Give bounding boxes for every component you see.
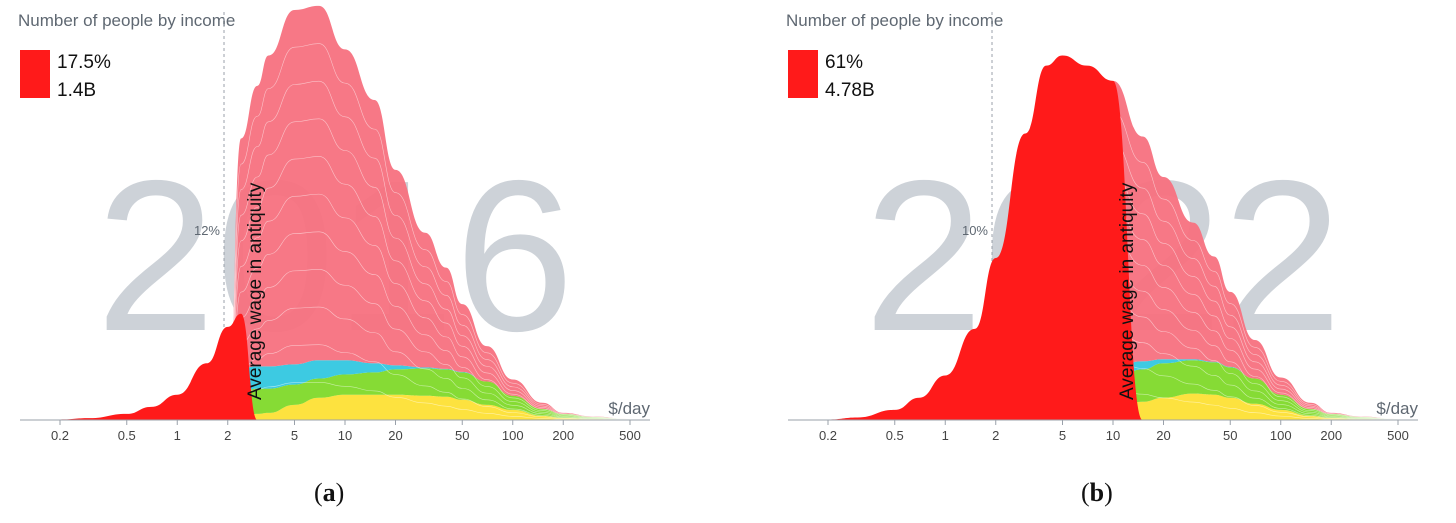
x-tick-label: 100 [502,428,524,443]
series-asia-area [60,5,630,420]
x-tick-label: 0.2 [51,428,69,443]
antiquity-label: Average wage in antiquity [1117,182,1138,400]
panel-a-chart: 2016Number of people by income12%Average… [18,5,650,443]
x-tick-label: 500 [619,428,641,443]
x-axis-label: $/day [1376,399,1418,418]
series-america-area [60,368,630,420]
x-tick-label: 20 [388,428,402,443]
panel-a-caption: (a) [314,478,345,507]
panel-b-chart: 2022Number of people by income10%Average… [786,11,1418,443]
panel-a-caption-letter: a [322,478,336,507]
x-tick-label: 2 [992,428,999,443]
x-axis-label: $/day [608,399,650,418]
x-tick-label: 100 [1270,428,1292,443]
x-tick-label: 5 [291,428,298,443]
x-tick-label: 10 [1106,428,1120,443]
chart-title: Number of people by income [786,11,1003,30]
antiquity-label: Average wage in antiquity [245,182,266,400]
series-europe-area [60,394,630,420]
panel-b-caption-letter: b [1089,478,1105,507]
x-tick-label: 0.5 [118,428,136,443]
panel-b-caption: (b) [1081,478,1113,507]
x-tick-label: 1 [942,428,949,443]
chart-title: Number of people by income [18,11,235,30]
x-tick-label: 50 [1223,428,1237,443]
x-tick-label: 50 [455,428,469,443]
x-tick-label: 10 [338,428,352,443]
legend-share: 17.5% [57,52,111,73]
x-tick-label: 500 [1387,428,1409,443]
x-tick-label: 200 [1320,428,1342,443]
series-africa-area [60,360,630,420]
x-tick-label: 200 [552,428,574,443]
x-tick-label: 1 [174,428,181,443]
x-tick-label: 0.5 [886,428,904,443]
series-europe-area [828,393,1398,420]
below-line-area [828,55,1398,420]
legend-count: 4.78B [825,80,875,101]
legend-share: 61% [825,52,863,73]
legend-swatch [788,50,818,98]
poverty-line-label: 10% [962,223,988,238]
x-tick-label: 20 [1156,428,1170,443]
x-tick-label: 5 [1059,428,1066,443]
legend-count: 1.4B [57,80,96,101]
legend-swatch [20,50,50,98]
below-line-area [60,313,630,420]
poverty-line-label: 12% [194,223,220,238]
x-tick-label: 0.2 [819,428,837,443]
x-tick-label: 2 [224,428,231,443]
